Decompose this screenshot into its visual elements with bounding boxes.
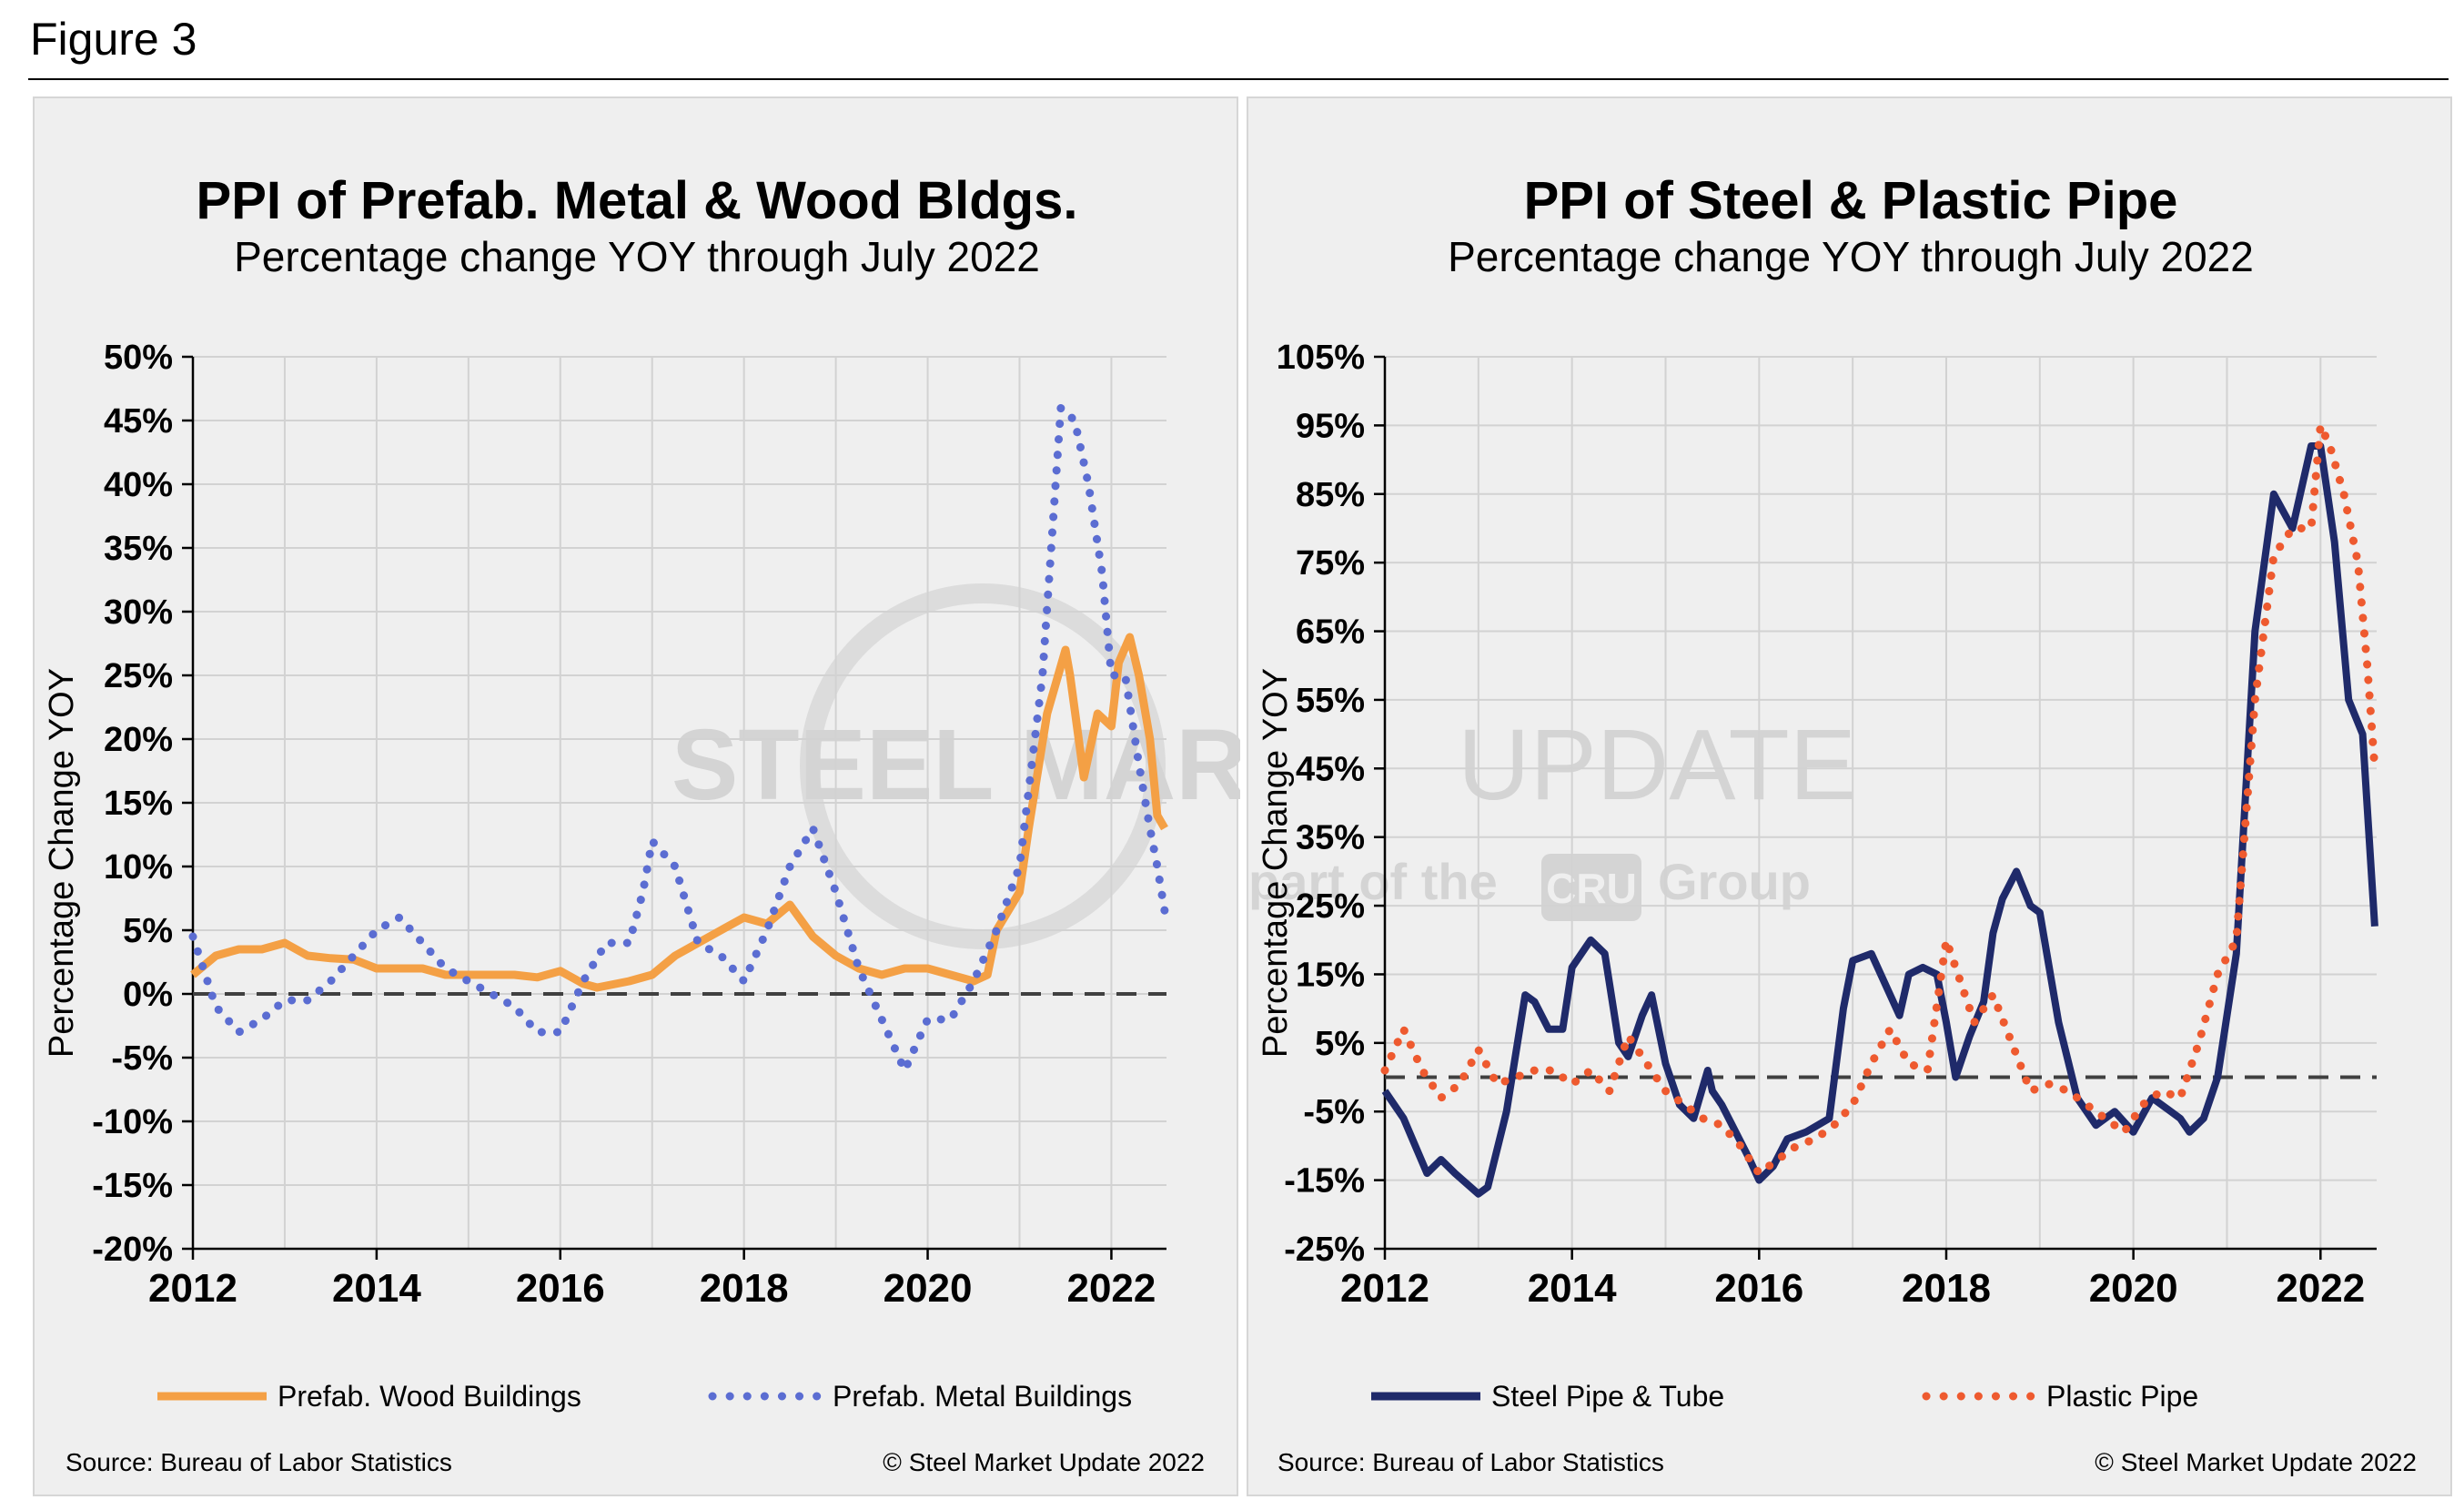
- chart-svg-left: PPI of Prefab. Metal & Wood Bldgs. Perce…: [43, 171, 1240, 1476]
- x-tick-label: 2014: [332, 1266, 421, 1311]
- watermark-logo-text: CRU: [1546, 865, 1637, 912]
- legend-label: Steel Pipe & Tube: [1491, 1380, 1724, 1413]
- chart-title: PPI of Prefab. Metal & Wood Bldgs.: [197, 171, 1078, 230]
- x-tick-label: 2018: [700, 1266, 789, 1311]
- x-tick-labels: 2012 2014 2016 2018 2020 2022: [148, 1266, 1156, 1311]
- y-axis-label: Percentage Change YOY: [43, 668, 81, 1058]
- y-tick-label: 5%: [123, 912, 173, 950]
- y-tick-label: 10%: [104, 848, 173, 887]
- series-line-dotted: [188, 403, 1169, 1075]
- chart-panel-right: PPI of Steel & Plastic Pipe Percentage c…: [1247, 96, 2452, 1496]
- y-tick-label: -10%: [92, 1103, 173, 1141]
- y-tick-label: 45%: [1296, 750, 1365, 788]
- y-tick-label: 5%: [1315, 1025, 1365, 1063]
- x-tick-label: 2022: [1066, 1266, 1156, 1311]
- y-tick-label: -5%: [111, 1039, 173, 1078]
- series-line-solid: [1381, 442, 2378, 1198]
- y-tick-label: 65%: [1296, 613, 1365, 652]
- grid: [192, 356, 1166, 1250]
- y-tick-label: 95%: [1296, 407, 1365, 445]
- x-tick-label: 2016: [1714, 1266, 1803, 1311]
- x-tick-label: 2022: [2276, 1266, 2365, 1311]
- axes: [182, 355, 1166, 1260]
- legend: Steel Pipe & Tube Plastic Pipe: [1371, 1380, 2198, 1413]
- chart-title: PPI of Steel & Plastic Pipe: [1524, 171, 2178, 230]
- y-tick-label: 45%: [104, 402, 173, 441]
- watermark: STEEL MARKET UPDATE part of the CRU Grou…: [1248, 709, 1856, 921]
- y-tick-label: 40%: [104, 466, 173, 504]
- y-tick-label: 35%: [104, 530, 173, 568]
- x-tick-labels: 2012 2014 2016 2018 2020 2022: [1340, 1266, 2365, 1311]
- axes: [1374, 355, 2377, 1260]
- y-tick-labels: -20% -15% -10% -5% 0% 5% 10% 15% 20% 25% 30% 35% 40%…: [92, 339, 173, 1269]
- chart-svg-right: PPI of Steel & Plastic Pipe Percentage c…: [1248, 171, 2417, 1476]
- series-group: [188, 403, 1169, 1075]
- watermark-tagline-b: Group: [1658, 853, 1811, 910]
- series-line-dotted: [1380, 421, 2379, 1178]
- x-tick-label: 2020: [884, 1266, 973, 1311]
- copyright-note: © Steel Market Update 2022: [2095, 1448, 2417, 1476]
- watermark-tagline-a: part of the: [1248, 853, 1498, 910]
- x-tick-label: 2016: [516, 1266, 605, 1311]
- chart-subtitle: Percentage change YOY through July 2022: [234, 233, 1040, 280]
- x-tick-label: 2014: [1528, 1266, 1617, 1311]
- y-axis-label: Percentage Change YOY: [1257, 668, 1295, 1058]
- series-group: [1380, 421, 2379, 1198]
- y-tick-label: -15%: [92, 1167, 173, 1205]
- y-tick-label: 50%: [104, 339, 173, 377]
- legend-label: Prefab. Wood Buildings: [278, 1380, 581, 1413]
- y-tick-label: 105%: [1277, 339, 1365, 377]
- y-tick-label: 15%: [104, 785, 173, 823]
- y-tick-label: 75%: [1296, 544, 1365, 583]
- y-tick-label: 55%: [1296, 682, 1365, 720]
- y-tick-label: 20%: [104, 721, 173, 759]
- legend: Prefab. Wood Buildings Prefab. Metal Buil…: [157, 1380, 1132, 1413]
- y-tick-labels: -25% -15% -5% 5% 15% 25% 35% 45% 55% 65% 75% 85% 95%…: [1277, 339, 1365, 1269]
- source-note: Source: Bureau of Labor Statistics: [1277, 1448, 1664, 1476]
- y-tick-label: -5%: [1303, 1093, 1365, 1131]
- x-tick-label: 2012: [148, 1266, 237, 1311]
- x-tick-label: 2020: [2089, 1266, 2178, 1311]
- figure-label: Figure 3: [30, 14, 197, 65]
- y-tick-label: 85%: [1296, 476, 1365, 514]
- y-tick-label: 30%: [104, 593, 173, 632]
- x-tick-label: 2018: [1902, 1266, 1991, 1311]
- y-tick-label: 15%: [1296, 956, 1365, 994]
- x-tick-label: 2012: [1340, 1266, 1429, 1311]
- watermark-logo-box: [1541, 854, 1641, 921]
- y-tick-label: 25%: [104, 657, 173, 695]
- watermark-text-light: UPDATE: [1458, 709, 1856, 821]
- chart-panel-left: PPI of Prefab. Metal & Wood Bldgs. Perce…: [33, 96, 1240, 1496]
- y-tick-label: -20%: [92, 1231, 173, 1269]
- legend-label: Prefab. Metal Buildings: [833, 1380, 1132, 1413]
- figure-rule: [28, 78, 2449, 80]
- y-tick-label: 35%: [1296, 819, 1365, 857]
- y-tick-label: 0%: [123, 976, 173, 1014]
- source-note: Source: Bureau of Labor Statistics: [66, 1448, 452, 1476]
- y-tick-label: -15%: [1284, 1162, 1365, 1201]
- legend-label: Plastic Pipe: [2046, 1380, 2198, 1413]
- y-tick-label: 25%: [1296, 887, 1365, 926]
- chart-subtitle: Percentage change YOY through July 2022: [1448, 233, 2254, 280]
- copyright-note: © Steel Market Update 2022: [883, 1448, 1205, 1476]
- y-tick-label: -25%: [1284, 1231, 1365, 1269]
